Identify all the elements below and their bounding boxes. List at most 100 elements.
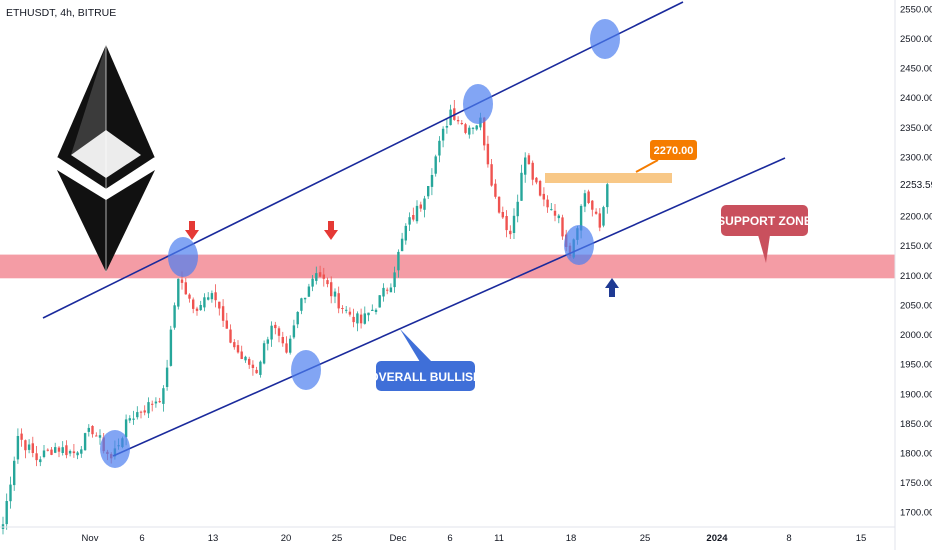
candle-body <box>330 282 333 297</box>
candle <box>531 160 534 186</box>
candle-body <box>501 212 504 218</box>
arrow-down-icon <box>185 221 199 240</box>
candle <box>35 446 38 467</box>
candle-body <box>483 117 486 146</box>
time-tick-label: 25 <box>332 533 343 544</box>
candle-body <box>266 339 269 344</box>
candle-body <box>35 453 38 461</box>
candle <box>445 119 449 134</box>
candle <box>165 359 169 391</box>
candle-body <box>542 193 545 200</box>
candle <box>147 397 150 418</box>
candle <box>404 223 407 245</box>
candle-body <box>207 297 210 300</box>
candle-body <box>233 342 236 348</box>
candle-body <box>475 125 478 130</box>
candle <box>400 232 404 252</box>
candle <box>359 308 363 329</box>
candle <box>132 410 135 425</box>
candle-body <box>408 217 411 225</box>
candle <box>184 277 187 295</box>
candle <box>553 204 557 222</box>
candle-body <box>400 238 404 252</box>
candle-body <box>427 186 430 197</box>
candle <box>330 276 333 304</box>
candle <box>218 301 221 316</box>
candle <box>46 448 49 452</box>
candle <box>54 442 57 454</box>
touch-circle <box>564 225 594 265</box>
candle <box>501 206 504 219</box>
candle-body <box>124 419 128 438</box>
candle <box>50 447 53 456</box>
last-price-badge <box>896 177 932 191</box>
candle <box>341 305 344 314</box>
candle-body <box>61 447 64 453</box>
candle-body <box>434 156 437 174</box>
candle-body <box>598 213 601 228</box>
ethereum-logo <box>56 45 156 272</box>
candle-body <box>460 123 463 124</box>
candle-body <box>538 181 542 196</box>
candle-body <box>300 298 303 311</box>
candle-body <box>415 205 419 222</box>
candle-body <box>520 172 523 201</box>
candle-body <box>311 278 314 287</box>
candle <box>389 283 393 293</box>
price-tick-label: 2050.00 <box>900 300 932 311</box>
candle <box>285 336 288 354</box>
candle-body <box>281 337 284 344</box>
candle <box>128 415 131 424</box>
candle <box>520 164 523 201</box>
price-tick-label: 1700.00 <box>900 508 932 519</box>
candle-body <box>65 445 68 456</box>
candle <box>154 397 158 408</box>
candle-body <box>303 297 307 300</box>
candle-body <box>490 164 493 186</box>
candle <box>382 283 385 302</box>
candle <box>244 355 247 363</box>
candle-body <box>423 198 426 210</box>
candle-body <box>151 403 154 405</box>
time-tick-label: 13 <box>208 533 219 544</box>
candle-body <box>296 312 299 325</box>
candle <box>412 207 415 222</box>
price-tick-label: 2350.00 <box>900 123 932 134</box>
candle-body <box>83 433 87 451</box>
candle <box>546 195 549 213</box>
candle-body <box>322 274 325 279</box>
last-price-label: 2253.59 <box>900 180 932 191</box>
candle-body <box>80 449 83 454</box>
candle-body <box>371 309 374 311</box>
candle <box>606 180 609 214</box>
candle <box>203 293 206 312</box>
candle <box>16 428 20 464</box>
candle <box>20 428 23 447</box>
candle <box>602 205 605 228</box>
candle-body <box>27 444 31 450</box>
candle <box>348 307 352 317</box>
candle <box>490 159 493 187</box>
price-tick-label: 2400.00 <box>900 93 932 104</box>
candle-body <box>326 280 329 285</box>
candle <box>177 278 180 310</box>
candle-body <box>136 412 139 418</box>
candle <box>27 439 31 454</box>
candle <box>31 436 34 458</box>
candle <box>207 292 210 301</box>
candle <box>251 360 255 376</box>
candle <box>136 406 139 420</box>
time-tick-label: 8 <box>786 533 791 544</box>
candlestick-series <box>1 100 609 535</box>
candle-body <box>345 309 348 311</box>
target-badge-label: 2270.00 <box>654 145 694 157</box>
time-axis: Nov 6 13 20 25 Dec 6 11 18 25 2024 8 15 <box>82 533 867 544</box>
price-tick-label: 1950.00 <box>900 360 932 371</box>
candle-body <box>259 361 262 375</box>
candle <box>464 122 467 135</box>
candle <box>173 302 176 330</box>
candle <box>5 493 8 530</box>
touch-circle <box>590 19 620 59</box>
candle-body <box>494 183 497 197</box>
